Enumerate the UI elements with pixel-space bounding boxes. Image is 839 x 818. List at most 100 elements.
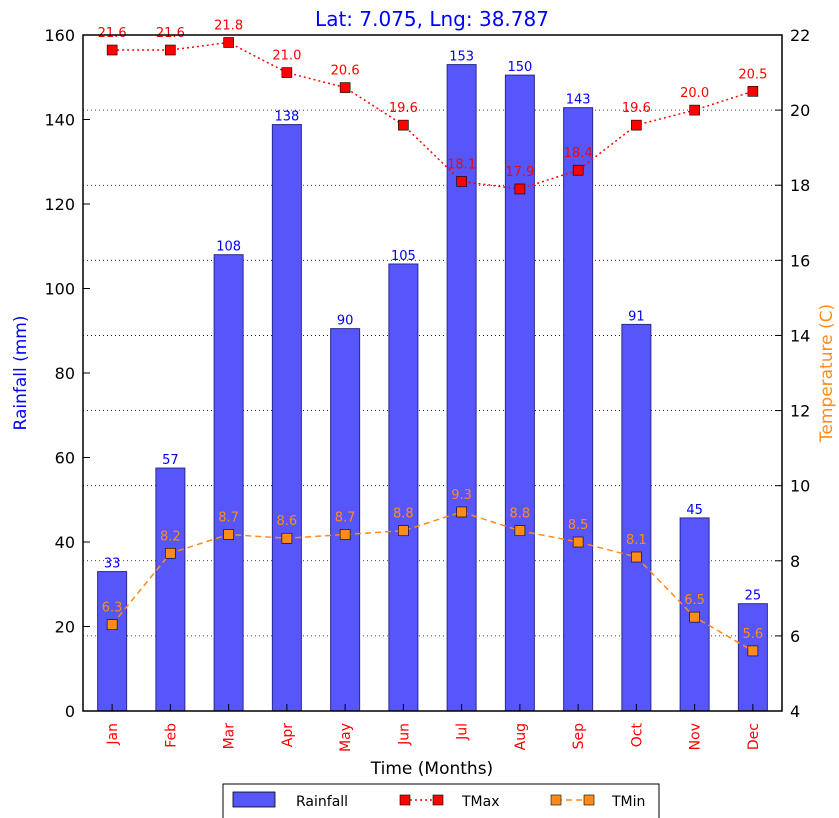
- left-tick-label: 120: [44, 195, 75, 214]
- tmax-value-label: 19.6: [622, 101, 651, 116]
- x-tick-label-jul: Jul: [455, 723, 471, 741]
- tmax-value-label: 19.6: [389, 101, 418, 116]
- tmax-marker: [514, 183, 526, 195]
- x-tick-label-sep: Sep: [571, 723, 587, 750]
- left-tick-label: 160: [44, 26, 75, 45]
- tmax-marker: [747, 86, 759, 97]
- x-tick-label-feb: Feb: [163, 723, 179, 748]
- grid-lines: [83, 109, 782, 637]
- left-tick-label: 40: [55, 533, 75, 552]
- tmin-marker: [339, 529, 351, 540]
- left-tick-label: 20: [55, 618, 75, 637]
- right-tick-label: 12: [790, 402, 810, 421]
- rainfall-bar: [388, 263, 419, 712]
- x-tick-label-mar: Mar: [222, 723, 238, 750]
- right-tick-label: 4: [790, 702, 800, 721]
- rainfall-bar: [737, 603, 768, 712]
- tmax-value-label: 18.4: [564, 146, 593, 161]
- rainfall-value-label: 90: [337, 314, 354, 329]
- tmin-marker: [747, 645, 759, 657]
- rainfall-bar: [563, 107, 594, 712]
- tmin-value-label: 8.2: [160, 529, 181, 544]
- rainfall-value-label: 91: [628, 309, 645, 324]
- y-axis-label: Rainfall (mm): [11, 316, 31, 431]
- tmin-value-label: 8.7: [218, 510, 239, 525]
- rainfall-bar: [621, 323, 652, 712]
- bar-labels: 33 57 108 138 90 105 153 150 143 91 45 25: [104, 50, 761, 604]
- tmin-marker: [631, 551, 642, 563]
- rainfall-bar: [504, 74, 535, 712]
- rainfall-value-label: 25: [745, 589, 762, 604]
- left-tick-label: 60: [55, 449, 75, 468]
- rainfall-value-label: 105: [391, 249, 416, 264]
- x-tick-label-jan: Jan: [105, 723, 121, 746]
- tmax-marker: [281, 67, 293, 78]
- legend-tmax-label: TMax: [461, 794, 500, 810]
- tmin-value-label: 6.5: [684, 593, 705, 608]
- right-tick-label: 22: [790, 26, 810, 45]
- rainfall-bar: [97, 571, 128, 712]
- tmin-line: [111, 511, 754, 652]
- legend-rainfall-swatch: [232, 791, 276, 808]
- tmax-value-label: 21.6: [98, 26, 127, 41]
- tmax-value-label: 21.0: [272, 49, 301, 64]
- tmin-marker: [106, 619, 118, 630]
- x-axis-label: Time (Months): [370, 759, 493, 779]
- x-tick-label-oct: Oct: [629, 723, 645, 748]
- tmax-marker: [339, 82, 351, 93]
- tmin-marker: [165, 547, 176, 559]
- tmax-marker: [165, 44, 176, 56]
- tmin-value-label: 8.6: [277, 514, 298, 529]
- x-tick-label-jun: Jun: [396, 723, 412, 746]
- tmin-value-label: 8.1: [626, 533, 647, 548]
- legend-rainfall-label: Rainfall: [296, 794, 348, 810]
- tmin-value-label: 6.3: [102, 601, 123, 616]
- x-tick-label-aug: Aug: [513, 723, 529, 750]
- tmax-value-label: 20.6: [331, 64, 360, 79]
- right-tick-label: 20: [790, 101, 810, 120]
- legend-tmax-marker-a: [399, 794, 411, 806]
- tmax-marker: [398, 119, 409, 131]
- rainfall-value-label: 153: [449, 50, 474, 65]
- right-tick-label: 6: [790, 627, 800, 646]
- legend-tmin-marker-a: [550, 794, 562, 806]
- tmin-marker: [456, 506, 467, 518]
- tmax-marker: [689, 104, 700, 116]
- tmax-marker: [631, 119, 642, 131]
- left-axis: 0 20 40 60 80 100 120 140 160: [44, 26, 90, 721]
- rainfall-value-label: 108: [216, 240, 241, 255]
- right-tick-label: 14: [790, 326, 810, 345]
- tmin-marker: [281, 532, 293, 544]
- tmin-marker: [689, 611, 700, 623]
- tmin-value-label: 8.8: [510, 507, 531, 522]
- legend-tmin-label: TMin: [611, 794, 645, 810]
- tmax-series: 21.6 21.6 21.8 21.0 20.6 19.6 18.1 17.9 18.4 19.6…: [98, 19, 767, 195]
- tmax-value-label: 18.1: [447, 157, 476, 172]
- tmax-value-label: 21.8: [214, 19, 243, 34]
- y2-axis-label: Temperature (C): [817, 304, 837, 443]
- tmax-marker: [223, 37, 234, 48]
- left-tick-label: 80: [55, 364, 75, 383]
- rainfall-bar: [330, 328, 361, 712]
- tmax-marker: [106, 44, 118, 56]
- tmax-value-label: 20.0: [680, 86, 709, 101]
- tmax-marker: [456, 176, 467, 187]
- legend-tmin-marker-b: [583, 794, 595, 806]
- chart-title: Lat: 7.075, Lng: 38.787: [315, 7, 549, 31]
- tmin-marker: [223, 529, 234, 540]
- tmin-value-label: 8.7: [335, 510, 356, 525]
- legend-tmax-marker-b: [432, 794, 444, 806]
- tmax-marker: [572, 164, 584, 176]
- rainfall-value-label: 45: [686, 503, 703, 518]
- tmax-line: [112, 41, 754, 190]
- x-tick-label-nov: Nov: [688, 723, 704, 750]
- left-tick-label: 140: [44, 111, 75, 130]
- rainfall-value-label: 57: [162, 453, 179, 468]
- left-tick-label: 100: [44, 280, 75, 299]
- tmax-value-label: 21.6: [156, 26, 185, 41]
- right-tick-label: 18: [790, 176, 810, 195]
- rainfall-bar: [271, 124, 302, 712]
- x-axis: Jan Feb Mar Apr May Jun Jul Aug Sep Oct Nov Dec: [105, 704, 762, 752]
- tmin-value-label: 8.5: [568, 518, 589, 533]
